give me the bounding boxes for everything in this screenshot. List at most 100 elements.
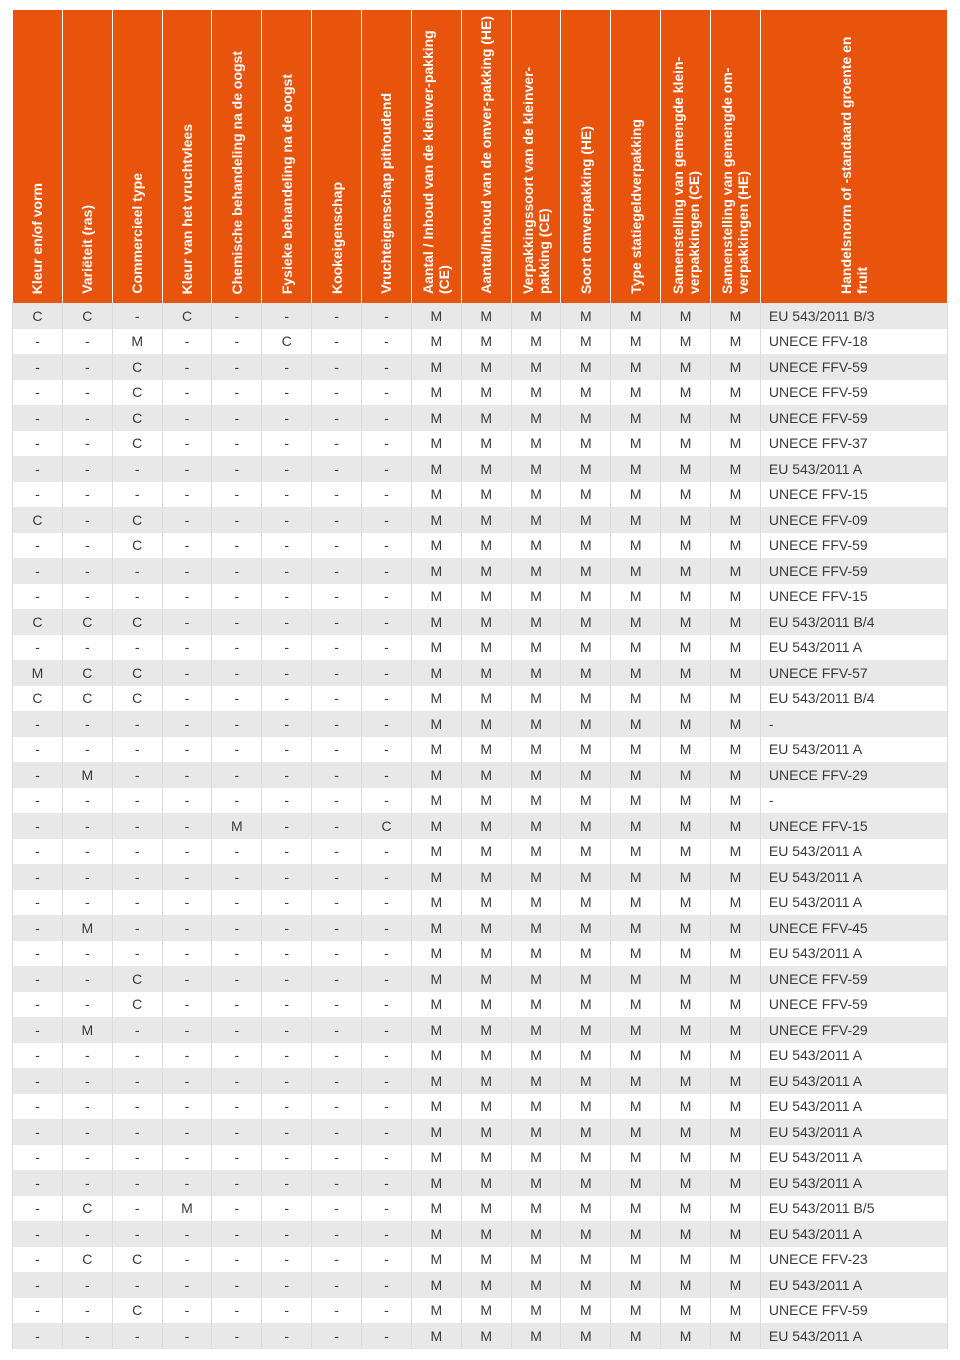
table-cell: M	[411, 864, 461, 890]
table-cell: M	[411, 609, 461, 635]
table-cell: M	[62, 915, 112, 941]
table-cell: M	[461, 1119, 511, 1145]
table-cell: -	[13, 482, 63, 508]
table-cell: UNECE FFV-18	[760, 329, 947, 355]
table-cell: -	[312, 1017, 362, 1043]
table-cell: -	[13, 380, 63, 406]
table-cell: C	[112, 1247, 162, 1273]
column-header-label: Soort omverpakking (HE)	[578, 126, 594, 294]
table-cell: -	[212, 482, 262, 508]
table-cell: M	[411, 1068, 461, 1094]
table-cell: M	[511, 915, 561, 941]
table-cell: -	[362, 890, 412, 916]
table-cell: M	[611, 456, 661, 482]
table-cell: -	[13, 1196, 63, 1222]
table-row: --------MMMMMMMEU 543/2011 A	[13, 941, 948, 967]
table-cell: -	[162, 686, 212, 712]
table-cell: M	[561, 609, 611, 635]
table-cell: -	[62, 1145, 112, 1171]
table-cell: M	[461, 354, 511, 380]
table-cell: M	[461, 1272, 511, 1298]
table-cell: M	[711, 1145, 761, 1171]
table-cell: C	[62, 303, 112, 329]
table-cell: EU 543/2011 A	[760, 941, 947, 967]
table-cell: M	[711, 1247, 761, 1273]
table-cell: M	[611, 1068, 661, 1094]
table-cell: -	[162, 660, 212, 686]
table-cell: M	[561, 431, 611, 457]
table-cell: UNECE FFV-15	[760, 813, 947, 839]
table-cell: -	[13, 1068, 63, 1094]
table-cell: M	[511, 890, 561, 916]
table-cell: -	[62, 431, 112, 457]
table-cell: -	[312, 1298, 362, 1324]
table-cell: M	[511, 762, 561, 788]
table-cell: M	[411, 1323, 461, 1349]
table-cell: -	[13, 1221, 63, 1247]
table-row: --C-----MMMMMMMUNECE FFV-59	[13, 380, 948, 406]
table-cell: -	[13, 839, 63, 865]
table-cell: M	[611, 711, 661, 737]
table-cell: UNECE FFV-15	[760, 482, 947, 508]
column-header-label: Kleur en/of vorm	[29, 183, 45, 294]
table-cell: -	[212, 1017, 262, 1043]
table-cell: -	[312, 839, 362, 865]
table-cell: -	[13, 1094, 63, 1120]
table-cell: EU 543/2011 A	[760, 1221, 947, 1247]
table-cell: EU 543/2011 A	[760, 456, 947, 482]
table-cell: -	[312, 915, 362, 941]
column-header-label: Commercieel type	[129, 173, 145, 294]
table-cell: M	[511, 635, 561, 661]
table-cell: -	[212, 1323, 262, 1349]
table-row: -M------MMMMMMMUNECE FFV-45	[13, 915, 948, 941]
table-cell: EU 543/2011 B/3	[760, 303, 947, 329]
table-cell: UNECE FFV-59	[760, 966, 947, 992]
table-cell: -	[362, 354, 412, 380]
table-cell: M	[411, 1247, 461, 1273]
table-cell: M	[561, 354, 611, 380]
table-cell: M	[661, 1170, 711, 1196]
table-cell: -	[362, 966, 412, 992]
table-cell: -	[162, 992, 212, 1018]
table-cell: M	[411, 431, 461, 457]
table-cell: M	[661, 635, 711, 661]
table-cell: M	[661, 1017, 711, 1043]
table-cell: M	[461, 456, 511, 482]
table-cell: M	[461, 533, 511, 559]
table-cell: -	[162, 1298, 212, 1324]
table-cell: M	[711, 966, 761, 992]
table-cell: -	[312, 686, 362, 712]
table-cell: -	[13, 1017, 63, 1043]
table-cell: M	[711, 890, 761, 916]
table-cell: -	[212, 1196, 262, 1222]
column-header: Handelsnorm of -standaard groente en fru…	[760, 10, 947, 303]
table-cell: -	[13, 1247, 63, 1273]
table-cell: M	[461, 966, 511, 992]
table-cell: EU 543/2011 A	[760, 864, 947, 890]
table-cell: -	[262, 558, 312, 584]
table-row: --C-----MMMMMMMUNECE FFV-59	[13, 966, 948, 992]
table-row: ----M--CMMMMMMMUNECE FFV-15	[13, 813, 948, 839]
table-cell: -	[162, 1323, 212, 1349]
table-cell: M	[561, 405, 611, 431]
table-cell: M	[511, 1170, 561, 1196]
table-cell: M	[411, 405, 461, 431]
table-cell: -	[212, 915, 262, 941]
table-cell: -	[212, 864, 262, 890]
table-row: --------MMMMMMMEU 543/2011 A	[13, 839, 948, 865]
table-cell: EU 543/2011 B/4	[760, 609, 947, 635]
table-cell: -	[212, 635, 262, 661]
table-cell: M	[711, 941, 761, 967]
table-cell: M	[661, 380, 711, 406]
table-cell: M	[711, 813, 761, 839]
table-cell: M	[611, 1170, 661, 1196]
table-row: --------MMMMMMMEU 543/2011 A	[13, 1323, 948, 1349]
table-cell: -	[212, 762, 262, 788]
table-cell: -	[62, 890, 112, 916]
table-cell: -	[212, 329, 262, 355]
column-header: Kleur en/of vorm	[13, 10, 63, 303]
table-cell: M	[611, 737, 661, 763]
table-cell: M	[212, 813, 262, 839]
table-cell: M	[661, 507, 711, 533]
table-cell: -	[262, 1272, 312, 1298]
